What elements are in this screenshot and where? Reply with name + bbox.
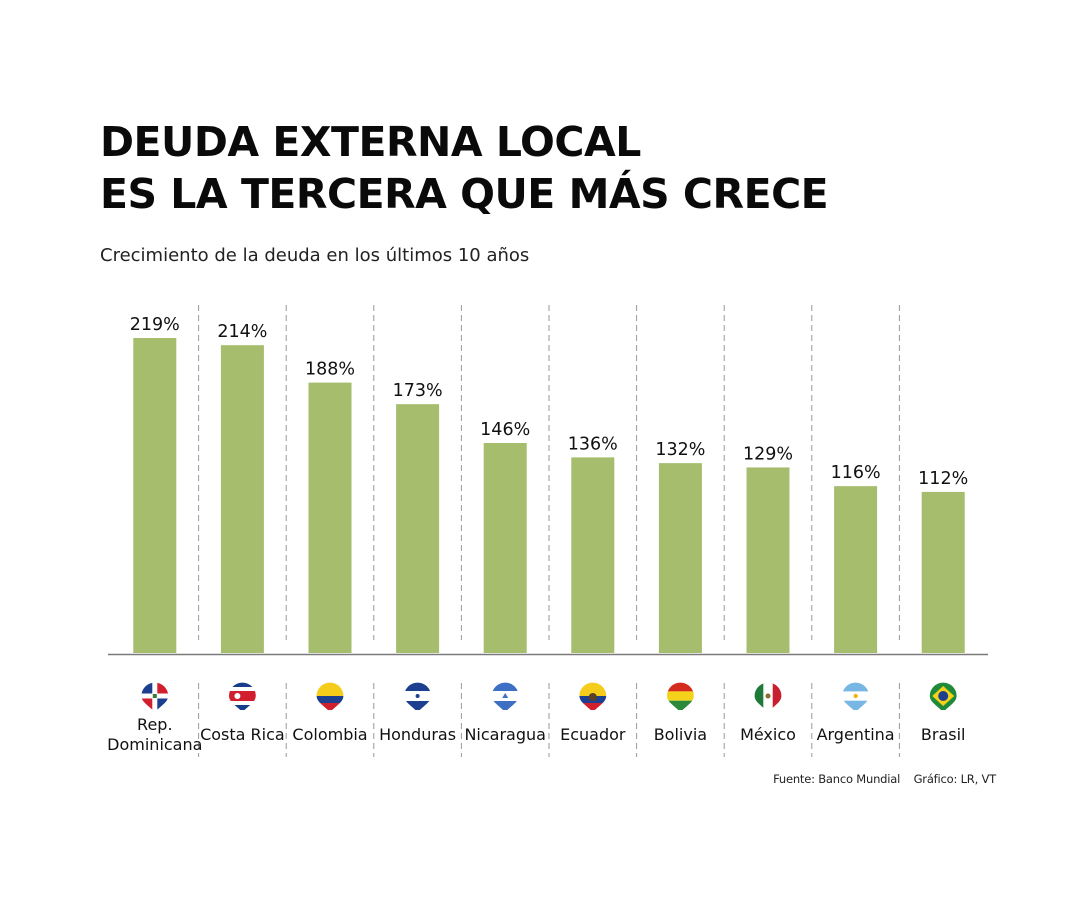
bar	[133, 338, 177, 653]
data-label: 116%	[831, 463, 881, 483]
data-label: 219%	[130, 315, 180, 335]
source-note: Fuente: Banco Mundial Gráfico: LR, VT	[773, 772, 996, 786]
bar	[746, 467, 790, 653]
data-label: 112%	[918, 469, 968, 489]
bar	[658, 463, 702, 653]
data-label: 136%	[568, 434, 618, 454]
bar	[571, 457, 615, 653]
category-label: Brasil	[921, 725, 966, 744]
credit-text: Gráfico: LR, VT	[913, 772, 997, 786]
chart-title: DEUDA EXTERNA LOCAL ES LA TERCERA QUE MÁ…	[100, 116, 829, 220]
bar	[396, 404, 440, 653]
flag-mexico-icon	[753, 681, 783, 714]
data-label: 173%	[393, 381, 443, 401]
chart-title-line-1: DEUDA EXTERNA LOCAL	[100, 118, 641, 166]
bar	[220, 345, 264, 653]
category-label: Argentina	[817, 725, 895, 744]
flag-brazil-icon	[928, 681, 958, 714]
bar	[921, 491, 965, 653]
flag-dominican-republic-icon	[140, 681, 170, 714]
data-label: 129%	[743, 444, 793, 464]
category-label: Rep. Dominicana	[107, 715, 202, 754]
data-label: 132%	[655, 440, 705, 460]
source-text: Fuente: Banco Mundial	[773, 772, 901, 786]
chart-subtitle: Crecimiento de la deuda en los últimos 1…	[100, 245, 530, 266]
category-label: México	[740, 725, 796, 744]
data-label: 188%	[305, 360, 355, 380]
category-label: Costa Rica	[200, 725, 285, 744]
category-label: Honduras	[379, 725, 456, 744]
flag-argentina-icon	[840, 681, 871, 714]
category-label: Colombia	[292, 725, 367, 744]
category-label: Nicaragua	[464, 725, 546, 744]
bar	[483, 443, 527, 653]
flag-honduras-icon	[403, 681, 433, 714]
category-label: Ecuador	[560, 725, 626, 744]
chart-title-line-2: ES LA TERCERA QUE MÁS CRECE	[100, 170, 829, 218]
flag-ecuador-icon	[578, 681, 608, 714]
data-label: 214%	[217, 322, 267, 342]
flag-colombia-icon	[315, 681, 345, 714]
flag-costa-rica-icon	[227, 681, 257, 714]
flag-bolivia-icon	[665, 681, 696, 714]
bar	[834, 486, 878, 653]
bar	[308, 382, 352, 653]
data-label: 146%	[480, 420, 530, 440]
category-label: Bolivia	[654, 725, 707, 744]
flag-nicaragua-icon	[490, 681, 520, 714]
